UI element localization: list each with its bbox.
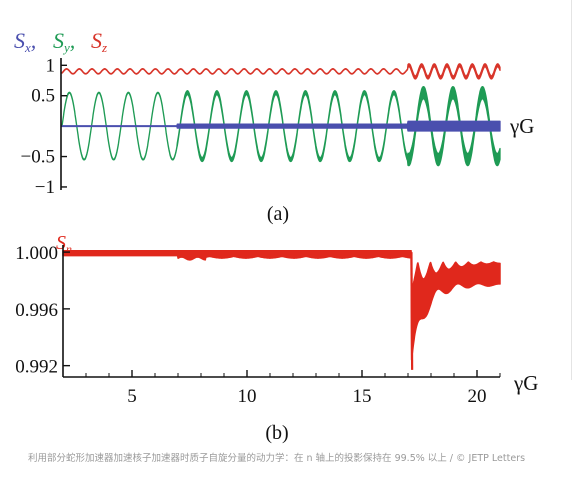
panel-b-y-tick-label: 0.992 bbox=[15, 357, 58, 378]
series-sn-drop bbox=[410, 252, 414, 370]
legend-sz: Sz bbox=[91, 28, 107, 55]
panel-a-y-tick-label: 0.5 bbox=[31, 86, 55, 107]
panel-b-x-tick-label: 10 bbox=[238, 386, 257, 407]
right-edge-divider bbox=[571, 0, 578, 380]
panel-b-x-tick-label: 15 bbox=[353, 386, 372, 407]
panel-b-y-tick-label: 1.000 bbox=[15, 243, 58, 264]
legend-sy: Sy, bbox=[53, 28, 75, 55]
panel-b-x-tick-label: 5 bbox=[127, 386, 137, 407]
panel-b-marks bbox=[62, 249, 501, 370]
panel-b-y-tick-label: 0.996 bbox=[15, 300, 58, 321]
panel-a-label: (a) bbox=[267, 203, 289, 225]
series-sy-line bbox=[61, 85, 501, 167]
panel-a-y-tick-label: −0.5 bbox=[21, 147, 55, 168]
panel-b-x-tick-label: 20 bbox=[468, 386, 487, 407]
panel-a-marks bbox=[61, 63, 501, 167]
legend-sx: Sx, bbox=[14, 28, 36, 55]
series-sx-line bbox=[61, 120, 501, 132]
panel-b-x-label: γG bbox=[513, 371, 538, 395]
panel-a-y-tick-label: 1 bbox=[46, 55, 56, 76]
legend-a: Sx, Sy, Sz bbox=[14, 28, 107, 55]
panel-b-y-ticks: 1.000 0.996 0.992 bbox=[15, 243, 70, 378]
series-sn-line bbox=[62, 249, 501, 361]
panel-b-x-ticks: 5 10 15 20 bbox=[85, 370, 501, 407]
figure-caption: 利用部分蛇形加速器加速核子加速器时质子自旋分量的动力学：在 n 轴上的投影保持在… bbox=[28, 453, 526, 464]
panel-a: Sx, Sy, Sz 1 0.5 −0.5 −1 γG (a) bbox=[14, 28, 534, 225]
series-sz-line bbox=[61, 63, 501, 80]
panel-a-y-tick-label: −1 bbox=[35, 177, 55, 198]
panel-a-y-ticks: 1 0.5 −0.5 −1 bbox=[21, 55, 67, 198]
panel-a-x-label: γG bbox=[509, 114, 534, 138]
panel-b-label: (b) bbox=[265, 422, 288, 444]
